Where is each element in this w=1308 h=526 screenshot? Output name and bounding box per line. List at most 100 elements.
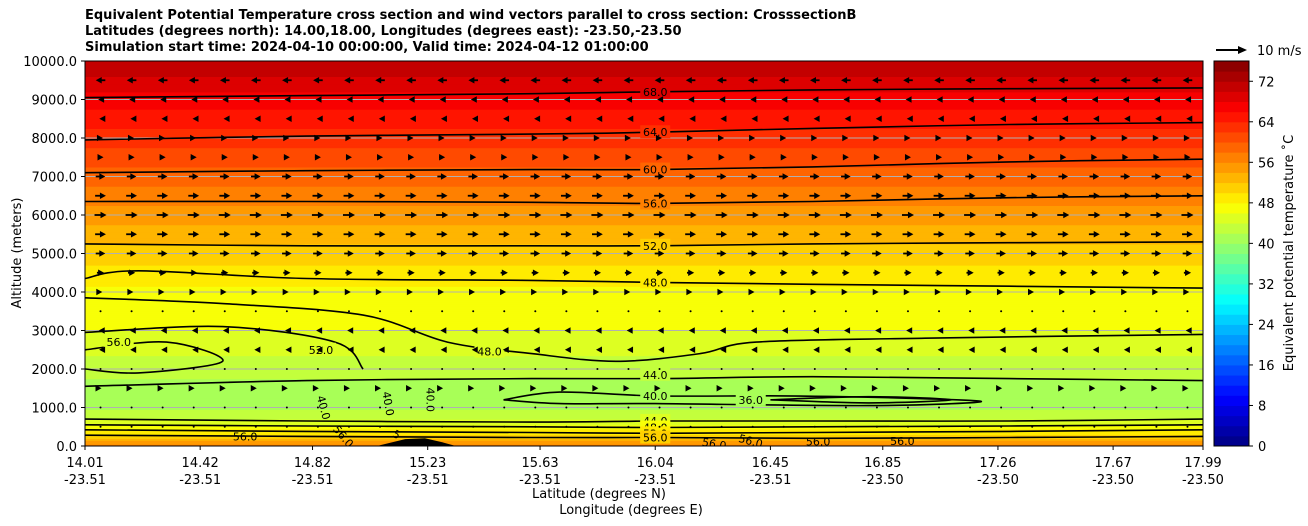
wind-vector-dot: [813, 310, 816, 313]
wind-vector: [1027, 77, 1037, 84]
wind-vector-head: [1061, 346, 1068, 353]
theta-e-band: [85, 78, 1203, 81]
wind-vector-head: [906, 346, 913, 353]
wind-vector: [997, 134, 1004, 142]
wind-vector-head: [624, 288, 631, 296]
wind-vector: [313, 250, 323, 257]
theta-e-band: [85, 232, 1203, 235]
wind-vector: [188, 77, 199, 84]
wind-vector: [316, 425, 319, 428]
wind-vector: [689, 115, 696, 122]
wind-vector-head: [251, 288, 258, 296]
wind-vector-head: [934, 288, 941, 296]
wind-vector: [534, 368, 537, 370]
wind-vector-head: [1000, 231, 1007, 238]
wind-vector-head: [1154, 327, 1161, 334]
theta-e-band: [85, 145, 1203, 149]
wind-vector: [439, 154, 446, 161]
wind-vector-dot: [503, 368, 506, 370]
wind-vector-head: [747, 77, 754, 84]
wind-vector-head: [409, 115, 416, 122]
wind-vector-head: [410, 231, 417, 238]
wind-vector: [529, 211, 542, 219]
wind-vector: [716, 192, 728, 199]
wind-vector: [718, 269, 726, 276]
colorbar-segment: [1214, 425, 1249, 437]
y-tick-label: 8000.0: [32, 132, 78, 147]
wind-vector-head: [1155, 115, 1162, 122]
contour-label: 44.0: [643, 369, 668, 382]
theta-e-band: [85, 343, 1203, 347]
wind-vector: [285, 346, 292, 353]
wind-vector: [469, 134, 476, 142]
wind-vector-dot: [347, 310, 350, 313]
theta-e-band: [85, 365, 1203, 368]
wind-vector-head: [813, 250, 820, 257]
wind-vector-head: [255, 231, 262, 238]
theta-e-band: [85, 236, 1203, 239]
wind-vector-head: [778, 77, 785, 84]
theta-e-band: [85, 120, 1203, 124]
wind-vector: [533, 346, 540, 353]
colorbar-segment: [1214, 81, 1249, 92]
wind-vector-head: [251, 77, 258, 84]
wind-vector: [126, 77, 137, 84]
wind-vector: [715, 211, 728, 219]
wind-vector: [316, 115, 323, 122]
theta-e-band: [85, 303, 1203, 307]
theta-e-band: [85, 109, 1203, 112]
wind-vector-head: [220, 288, 227, 296]
theta-e-band: [85, 215, 1203, 218]
wind-vector: [409, 327, 416, 334]
wind-vector: [627, 115, 634, 122]
theta-e-band: [85, 405, 1203, 409]
wind-vector: [966, 269, 974, 276]
theta-e-band: [85, 72, 1203, 76]
wind-vector-head: [564, 346, 571, 353]
wind-vector-head: [313, 77, 320, 84]
theta-e-band: [85, 407, 1203, 411]
wind-vector: [813, 327, 820, 334]
wind-vector: [654, 231, 665, 238]
wind-vector: [873, 134, 880, 142]
wind-vector: [995, 211, 1008, 219]
wind-vector-head: [99, 115, 106, 122]
wind-vector-head: [627, 115, 634, 122]
wind-vector: [872, 288, 879, 296]
wind-vector: [95, 385, 102, 392]
theta-e-band: [85, 105, 1203, 108]
wind-vector: [408, 154, 415, 161]
theta-e-band: [85, 218, 1203, 222]
y-tick-label: 2000.0: [32, 363, 78, 378]
wind-vector: [996, 288, 1003, 296]
wind-vector: [654, 77, 665, 84]
theta-e-band: [85, 153, 1203, 156]
wind-vector: [780, 154, 787, 161]
contour-label: 40.0: [643, 390, 668, 403]
wind-vector: [565, 425, 568, 428]
wind-vector: [1121, 134, 1128, 142]
wind-vector-head: [503, 231, 510, 238]
wind-vector: [406, 250, 416, 257]
wind-vector-head: [783, 231, 790, 238]
wind-vector: [813, 346, 820, 353]
wind-vector: [126, 173, 137, 180]
wind-vector-head: [809, 385, 816, 392]
wind-vector: [1154, 96, 1161, 103]
wind-vector: [1122, 154, 1129, 161]
theta-e-band: [85, 270, 1203, 274]
x-tick-label-lat: 14.82: [294, 456, 331, 471]
wind-vector: [96, 134, 103, 142]
contour-label: 56.0: [643, 197, 668, 210]
wind-vector: [1151, 231, 1162, 238]
wind-vector: [658, 406, 661, 409]
wind-vector-head: [626, 269, 633, 276]
wind-vector: [933, 211, 946, 219]
theta-e-band: [85, 189, 1203, 193]
theta-e-band: [85, 64, 1203, 68]
wind-vector: [809, 231, 821, 238]
contour-label-bg: [103, 335, 134, 349]
wind-vector-head: [285, 115, 292, 122]
wind-vector: [812, 96, 819, 103]
